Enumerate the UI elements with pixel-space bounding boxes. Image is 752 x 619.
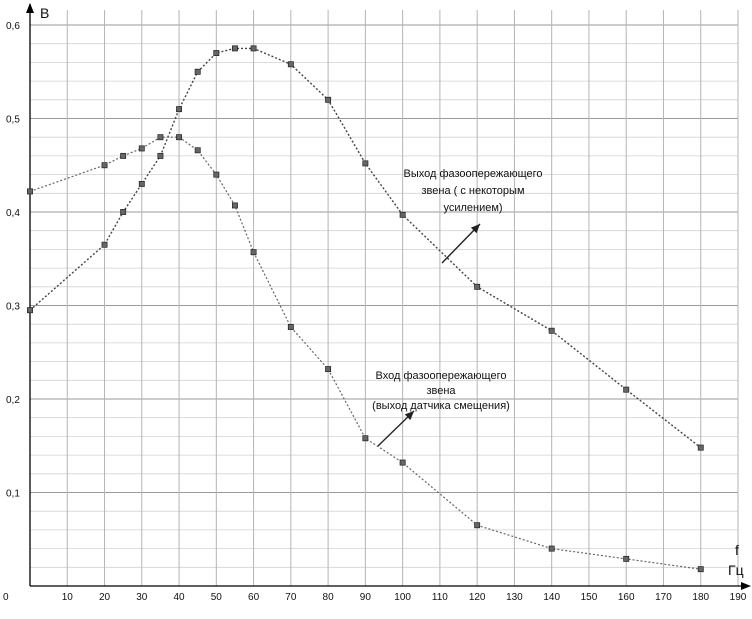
data-point xyxy=(231,45,238,52)
x-tick-label: 170 xyxy=(655,592,672,603)
x-tick-label: 20 xyxy=(99,592,111,603)
y-tick-labels: 0,1 0,2 0,3 0,4 0,5 0,6 xyxy=(6,21,20,500)
y-axis-label: В xyxy=(40,5,49,21)
x-tick-label: 120 xyxy=(469,592,486,603)
grid-major xyxy=(30,10,739,586)
data-point xyxy=(176,106,183,113)
data-point xyxy=(157,134,164,141)
data-point xyxy=(697,566,704,573)
data-point xyxy=(120,209,127,215)
y-tick-label: 0,5 xyxy=(6,115,20,126)
x-tick-label: 30 xyxy=(136,592,148,603)
x-tick-label: 110 xyxy=(432,592,448,603)
x-tick-labels: 10 20 30 40 50 60 70 80 90 100 110 120 130 140 150 160 1… xyxy=(62,592,747,603)
annotation-arrow xyxy=(441,223,481,264)
grid-minor xyxy=(30,43,738,568)
series-layer xyxy=(27,45,704,573)
data-point xyxy=(101,241,108,248)
data-point xyxy=(27,188,33,195)
x-tick-label: 190 xyxy=(730,592,747,603)
data-point xyxy=(101,162,108,169)
series-line xyxy=(29,136,701,570)
y-tick-label: 0,4 xyxy=(6,208,20,219)
data-point xyxy=(474,522,481,529)
data-point xyxy=(157,152,164,159)
x-tick-label: 70 xyxy=(285,592,297,603)
data-point xyxy=(250,249,257,256)
data-point xyxy=(138,145,145,152)
data-point xyxy=(287,324,294,330)
data-point xyxy=(399,459,406,466)
x-tick-label: 80 xyxy=(323,592,335,603)
data-point xyxy=(548,545,555,552)
data-point xyxy=(362,160,369,167)
x-tick-label: 90 xyxy=(360,592,372,603)
series-2 xyxy=(27,134,704,573)
data-point xyxy=(231,202,238,209)
y-tick-label: 0,6 xyxy=(6,21,20,32)
series-line xyxy=(29,47,702,449)
x-tick-label: 100 xyxy=(394,592,411,603)
x-tick-label: 60 xyxy=(248,592,260,603)
data-point xyxy=(120,152,127,159)
annotation-text: Вход фазоопережающего звена (выход датчика… xyxy=(372,370,510,412)
x-tick-label: 40 xyxy=(173,592,185,603)
origin-label: 0 xyxy=(3,592,9,603)
x-tick-label: 160 xyxy=(618,592,635,603)
annotation-text: Выход фазоопережающего звена ( с некоторы… xyxy=(403,168,542,214)
data-point xyxy=(325,96,332,103)
data-point xyxy=(138,181,145,187)
data-point xyxy=(213,50,220,57)
data-point xyxy=(194,68,201,75)
annotations: Выход фазоопережающего звена ( с некоторы… xyxy=(372,168,543,447)
series-1 xyxy=(27,45,704,451)
data-point xyxy=(362,435,369,442)
data-point xyxy=(697,444,704,451)
x-axis-label: f Гц xyxy=(728,542,744,578)
data-point xyxy=(176,134,183,141)
data-point xyxy=(623,386,630,393)
data-point xyxy=(213,171,220,178)
data-point xyxy=(548,327,555,334)
y-tick-label: 0,3 xyxy=(6,302,20,313)
x-tick-label: 140 xyxy=(543,592,560,603)
annotation-arrowhead xyxy=(404,411,414,421)
data-point xyxy=(474,283,481,290)
data-point xyxy=(399,211,406,218)
data-point xyxy=(27,307,33,314)
y-tick-label: 0,2 xyxy=(6,395,20,406)
axes xyxy=(26,3,751,590)
data-point xyxy=(287,61,294,68)
data-point xyxy=(194,147,201,154)
annotation-arrowhead xyxy=(470,224,480,234)
x-tick-label: 180 xyxy=(692,592,709,603)
x-tick-label: 130 xyxy=(506,592,523,603)
x-tick-label: 150 xyxy=(581,592,598,603)
data-point xyxy=(623,555,630,562)
data-point xyxy=(250,45,257,52)
x-tick-label: 50 xyxy=(211,592,223,603)
x-tick-label: 10 xyxy=(62,592,74,603)
data-point xyxy=(325,366,332,373)
y-axis-arrow xyxy=(26,3,34,13)
x-axis-arrow xyxy=(741,582,751,590)
y-tick-label: 0,1 xyxy=(6,489,20,500)
